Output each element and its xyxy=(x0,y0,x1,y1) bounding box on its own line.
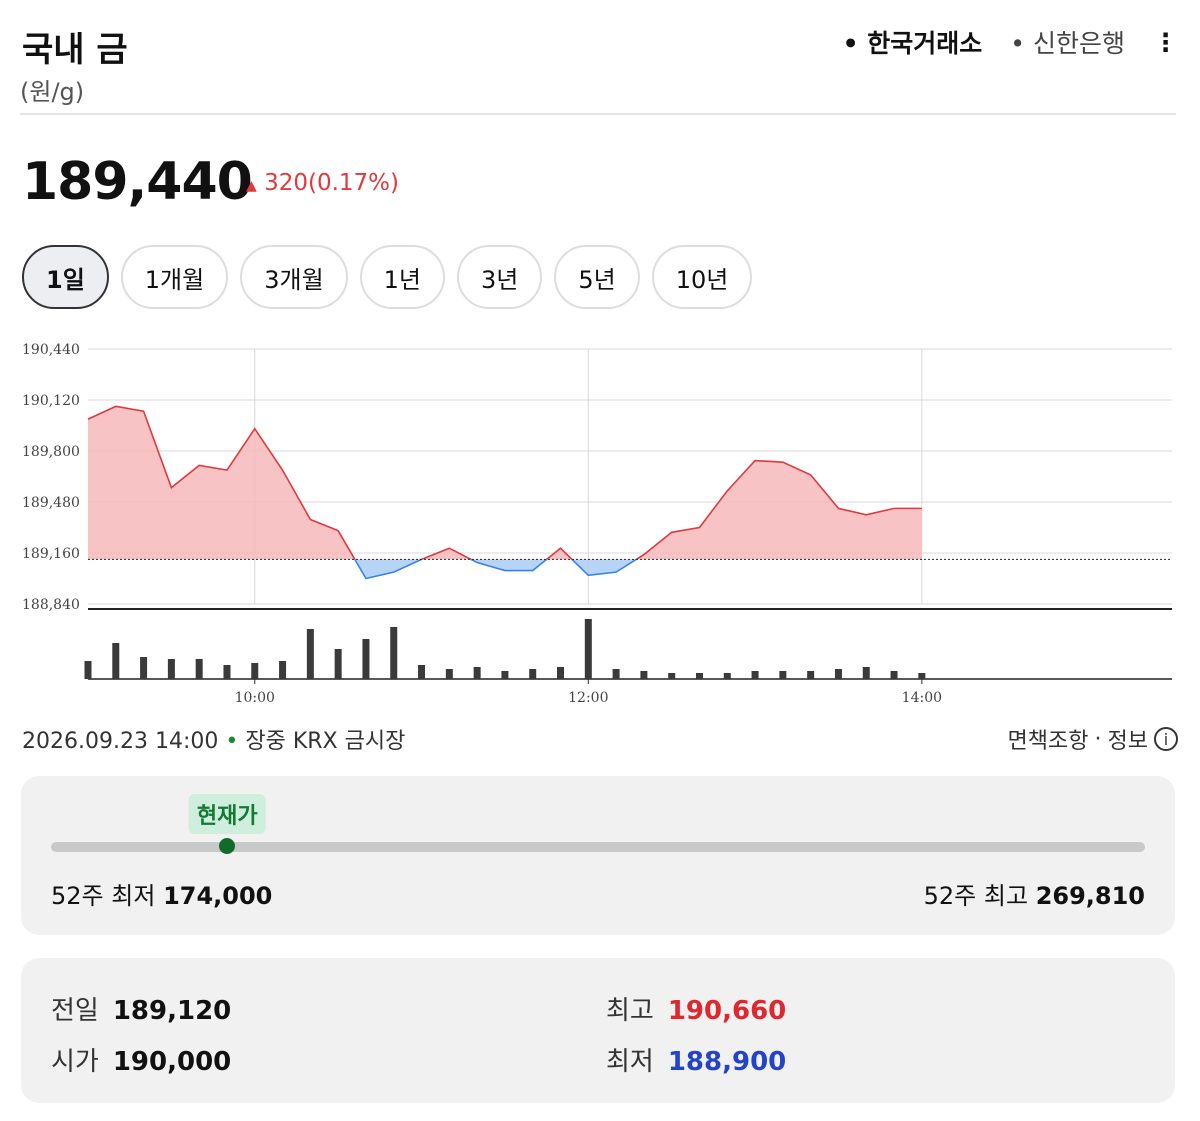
volume-bar xyxy=(362,639,370,679)
period-tabs: 1일 1개월 3개월 1년 3년 5년 10년 xyxy=(22,245,753,309)
volume-bar xyxy=(695,673,703,679)
stat-label: 최고 xyxy=(606,996,654,1026)
volume-bar xyxy=(112,643,120,679)
volume-bar xyxy=(751,671,759,679)
volume-bar xyxy=(890,671,898,679)
area xyxy=(88,406,922,560)
y-tick-label: 190,120 xyxy=(22,393,80,409)
volume-bar xyxy=(390,627,398,679)
unit: (원/g) xyxy=(20,78,85,106)
chart: 188,840 189,160 189,480 189,800 190,120 190,4… xyxy=(22,342,1172,706)
stat-value: 190,660 xyxy=(667,996,787,1026)
x-tick-label: 10:00 xyxy=(235,690,275,706)
source-tab[interactable]: • 한국거래소 xyxy=(842,29,983,58)
stat-value: 190,000 xyxy=(112,1047,232,1077)
market-status: 장중 KRX 금시장 xyxy=(245,729,406,754)
stat-label: 전일 xyxy=(51,996,99,1026)
price-change: ▲ 320(0.17%) xyxy=(246,170,400,196)
volume-bar xyxy=(84,661,92,679)
period-tab[interactable]: 3개월 xyxy=(240,245,348,309)
volume-bar xyxy=(445,669,453,679)
source-tab[interactable]: • 신한은행 xyxy=(1010,29,1125,58)
stats-panel: 전일 189,120 시가 190,000 최고 190,660 최저 188,900 xyxy=(21,958,1175,1103)
volume-bar xyxy=(167,659,175,679)
volume-bar xyxy=(279,661,287,679)
price-line xyxy=(87,405,922,560)
range-marker xyxy=(219,838,236,854)
range-high: 52주 최고 269,810 xyxy=(924,876,1145,911)
volume-bar xyxy=(195,659,203,679)
y-tick-label: 189,800 xyxy=(22,444,80,460)
timestamp: 2026.09.23 14:00 • 장중 KRX 금시장 xyxy=(22,729,406,754)
area xyxy=(88,559,922,579)
volume-bar xyxy=(807,671,815,679)
volume-bar xyxy=(418,665,426,679)
period-tab[interactable]: 5년 xyxy=(554,245,640,309)
stat: 최저 188,900 xyxy=(606,1041,786,1078)
volume-bar xyxy=(834,669,842,679)
stat: 시가 190,000 xyxy=(51,1041,231,1078)
volume-bar xyxy=(306,629,314,679)
y-tick-label: 188,840 xyxy=(22,597,80,613)
datetime: 2026.09.23 14:00 xyxy=(22,729,219,754)
change-value: 320 xyxy=(264,170,308,196)
range-track xyxy=(51,842,1145,852)
period-tab[interactable]: 3년 xyxy=(457,245,543,309)
info-icon[interactable]: i xyxy=(1154,727,1178,751)
stat-label: 시가 xyxy=(51,1047,99,1077)
range-low: 52주 최저 174,000 xyxy=(51,876,272,911)
period-tab[interactable]: 1개월 xyxy=(120,245,229,309)
volume-bar xyxy=(640,671,648,679)
footer-links: 면책조항 · 정보 i xyxy=(1008,723,1178,755)
current-price: 189,440 xyxy=(22,152,253,212)
source-tabs: • 한국거래소 • 신한은행 ⋮ xyxy=(843,24,1178,60)
volume-bar xyxy=(557,667,565,679)
y-tick-label: 189,480 xyxy=(22,495,80,511)
stat-value: 189,120 xyxy=(112,996,232,1026)
volume-bar xyxy=(584,619,592,679)
volume-bar xyxy=(779,671,787,679)
volume-bar xyxy=(223,665,231,679)
price-line xyxy=(353,559,638,580)
period-tab[interactable]: 1년 xyxy=(359,245,446,309)
volume-bar xyxy=(501,671,509,679)
stat: 최고 190,660 xyxy=(606,990,786,1027)
source-label: 한국거래소 xyxy=(867,29,983,58)
high-label: 52주 최고 xyxy=(923,882,1029,910)
volume-bar xyxy=(612,669,620,679)
volume-bar xyxy=(334,649,342,679)
disclaimer-link[interactable]: 면책조항 xyxy=(1007,729,1089,754)
period-tab[interactable]: 1일 xyxy=(22,245,109,309)
volume-bar xyxy=(668,673,676,679)
stat: 전일 189,120 xyxy=(51,990,231,1027)
volume-bar xyxy=(918,673,926,679)
divider xyxy=(20,113,1176,115)
low-value: 174,000 xyxy=(163,882,273,910)
info-link[interactable]: 정보 xyxy=(1107,729,1148,754)
period-tab[interactable]: 10년 xyxy=(651,245,753,309)
y-tick-label: 190,440 xyxy=(22,342,80,358)
volume-bar xyxy=(251,663,259,679)
title: 국내 금 xyxy=(22,30,128,70)
more-menu[interactable]: ⋮ xyxy=(1153,27,1178,57)
stat-value: 188,900 xyxy=(667,1047,787,1077)
range-panel: 현재가 52주 최저 174,000 52주 최고 269,810 xyxy=(21,776,1175,935)
volume-bar xyxy=(723,673,731,679)
source-label: 신한은행 xyxy=(1032,29,1125,58)
volume-bar xyxy=(473,667,481,679)
change-rate: (0.17%) xyxy=(308,170,400,196)
x-tick-label: 12:00 xyxy=(568,690,608,706)
stat-label: 최저 xyxy=(606,1047,654,1077)
x-tick-label: 14:00 xyxy=(902,690,942,706)
volume-bar xyxy=(140,657,148,679)
range-marker-label: 현재가 xyxy=(188,794,266,834)
y-tick-label: 189,160 xyxy=(22,546,80,562)
low-label: 52주 최저 xyxy=(51,882,156,910)
high-value: 269,810 xyxy=(1035,882,1145,910)
volume-bar xyxy=(862,667,870,679)
volume-bar xyxy=(529,669,537,679)
